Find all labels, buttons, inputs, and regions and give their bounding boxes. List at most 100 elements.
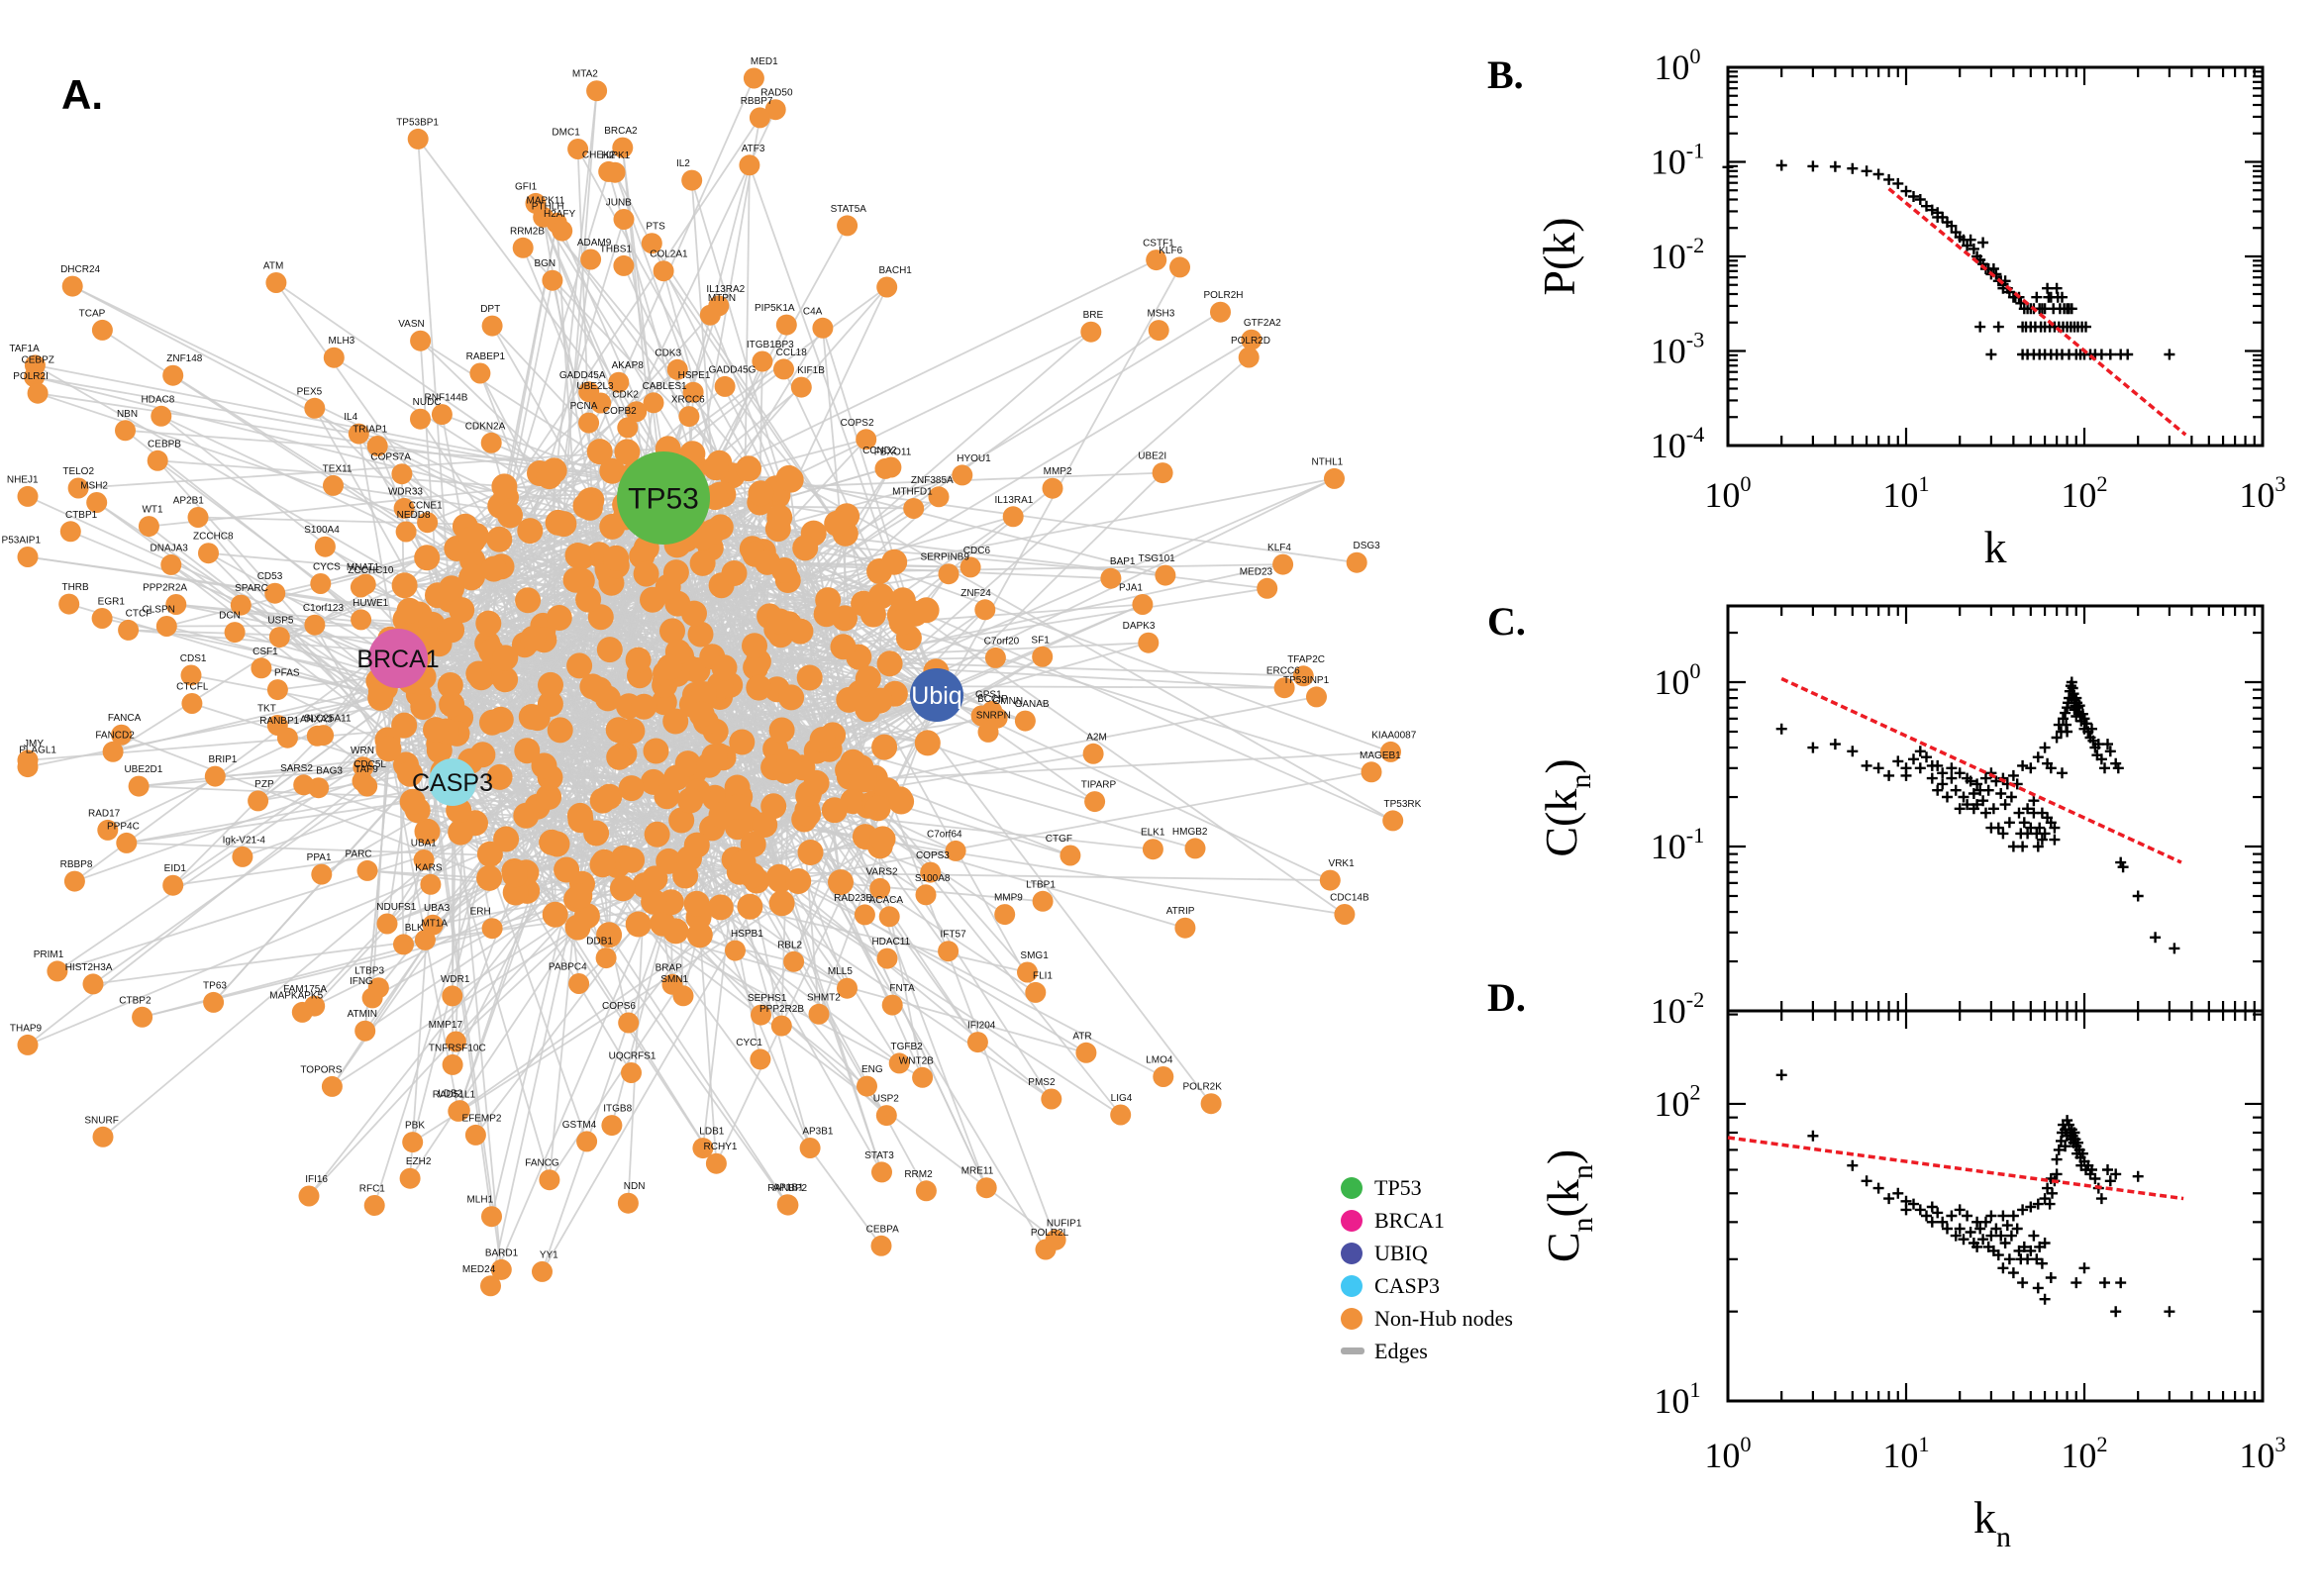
gene-node-label: FAM175A: [283, 984, 327, 995]
network-edge: [541, 923, 663, 1272]
gene-node-label: JUNB: [606, 198, 632, 209]
gene-node-label: CTBP2: [119, 995, 152, 1006]
gene-node: [1174, 917, 1196, 939]
data-point: [1932, 784, 1944, 796]
gene-node: [356, 775, 378, 797]
data-point: [2078, 1262, 2090, 1274]
gene-node: [739, 154, 760, 176]
gene-node: [662, 918, 689, 945]
hub-node-tp53: TP53: [617, 451, 710, 545]
gene-node: [423, 717, 449, 744]
gene-node-label: EGR1: [98, 597, 126, 608]
gene-node-label: POLR2I: [13, 371, 49, 382]
gene-node: [310, 573, 332, 594]
hub-circle: [429, 758, 476, 806]
gene-node: [876, 276, 898, 298]
gene-node-label: BARD1: [485, 1247, 519, 1258]
data-point: [1914, 1204, 1926, 1216]
data-point: [1861, 759, 1872, 771]
data-point: [1971, 799, 1983, 811]
data-point: [2044, 1198, 2056, 1210]
gene-node-label: MED1: [751, 56, 778, 67]
gene-node: [1184, 838, 1206, 859]
gene-node: [410, 330, 432, 351]
plot-frame: [1726, 1009, 2265, 1403]
x-tick-label: 101: [1882, 471, 1929, 515]
gene-node: [859, 601, 886, 628]
gene-node: [960, 556, 981, 578]
gene-node-label: P53AIP1: [2, 536, 42, 547]
gene-node: [1075, 1042, 1097, 1063]
gene-node: [363, 1195, 385, 1216]
data-point: [1950, 784, 1962, 796]
gene-node: [420, 873, 442, 895]
data-point: [1937, 778, 1949, 790]
gene-node: [564, 543, 591, 568]
gene-node: [132, 1006, 153, 1028]
gene-node: [151, 405, 172, 427]
gene-node: [354, 1020, 376, 1042]
gene-node: [1080, 321, 1102, 343]
gene-node-label: FNTA: [889, 983, 915, 994]
gene-node: [437, 672, 463, 698]
gene-node-label: ERCC6: [1266, 666, 1300, 677]
data-point: [1914, 746, 1926, 757]
gene-node: [480, 1275, 501, 1297]
data-point: [1977, 795, 1989, 807]
network-edge: [397, 657, 670, 668]
network-edge: [397, 117, 761, 659]
data-point: [2025, 1245, 2037, 1256]
gene-node: [351, 609, 372, 631]
gene-node-label: TOPORS: [300, 1064, 342, 1075]
gene-node-label: USP5: [267, 616, 294, 627]
gene-node: [486, 526, 513, 552]
gene-node: [625, 647, 652, 673]
data-point: [1965, 775, 1976, 787]
gene-node: [102, 741, 124, 762]
network-edge: [34, 364, 593, 688]
gene-node: [1257, 577, 1278, 599]
gene-node: [67, 477, 89, 499]
gene-node: [808, 1003, 830, 1025]
gene-node: [514, 738, 541, 764]
data-point: [1977, 1234, 1989, 1246]
gene-node-label: CHEK2: [582, 150, 616, 160]
gene-node: [603, 545, 630, 571]
gene-node-label: FANCA: [108, 713, 142, 724]
gene-node-label: TKT: [257, 704, 276, 715]
y-axis-title-c: C(kn): [1536, 758, 1597, 856]
gene-node: [118, 619, 140, 641]
gene-node: [138, 516, 159, 538]
network-edge: [27, 555, 410, 612]
data-point: [1982, 784, 1994, 796]
gene-node-label: RANBP1: [259, 716, 299, 727]
gene-node: [417, 512, 439, 534]
gene-node-label: MTA2: [572, 69, 598, 80]
data-point: [1872, 1182, 1884, 1194]
data-point: [1968, 788, 1979, 799]
gene-node-label: EID1: [164, 863, 187, 874]
gene-node: [589, 787, 616, 814]
gene-node: [653, 260, 674, 282]
gene-node-label: CDK2: [612, 390, 639, 401]
gene-node: [97, 819, 119, 841]
gene-node-label: RRM2B: [510, 226, 545, 237]
data-point: [2028, 795, 2040, 807]
gene-node-label: FBXO11: [874, 447, 912, 457]
data-point: [1968, 243, 1979, 254]
data-point: [1995, 788, 2007, 799]
gene-node-label: DPT: [480, 304, 500, 315]
gene-node: [599, 457, 626, 484]
data-point: [1992, 822, 2004, 834]
network-edge: [715, 694, 938, 1164]
gene-node-label: GSTM4: [562, 1120, 597, 1131]
data-point: [2039, 1293, 2051, 1305]
data-point: [1807, 160, 1819, 172]
gene-node: [165, 594, 187, 615]
gene-node: [642, 865, 668, 892]
data-point: [1974, 321, 1986, 333]
gene-node: [493, 826, 520, 852]
data-point: [1892, 177, 1904, 189]
gene-node: [913, 597, 940, 624]
